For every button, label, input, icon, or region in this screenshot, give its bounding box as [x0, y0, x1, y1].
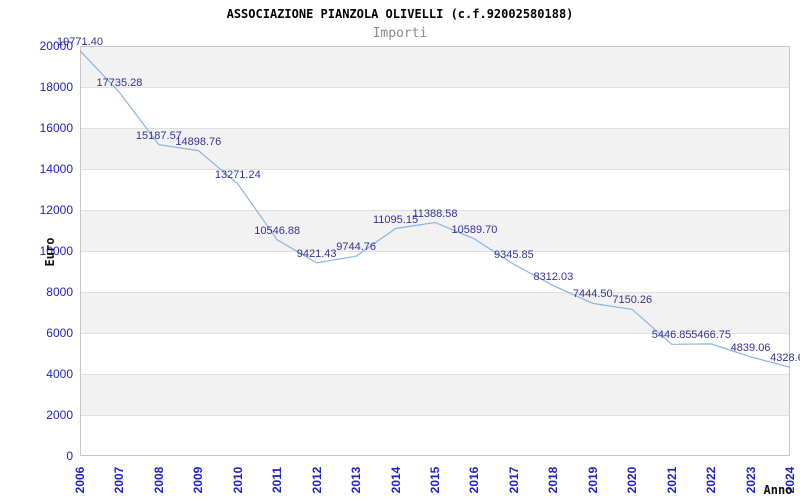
- data-point-label-2013: 9744.76: [336, 241, 376, 254]
- data-point-label-2023: 4839.06: [730, 341, 771, 354]
- y-axis-tick-label: 18000: [39, 80, 73, 94]
- x-axis-tick-label-2006: 2006: [73, 466, 87, 494]
- x-axis-tick-label-2019: 2019: [585, 466, 600, 494]
- data-point-label-2020: 7150.26: [612, 294, 653, 307]
- y-axis-tick-label: 20000: [39, 39, 73, 53]
- x-axis-tick-label-2010: 2010: [230, 466, 245, 494]
- x-axis-tick-label-2009: 2009: [191, 466, 206, 494]
- data-point-label-2014: 11095.15: [373, 213, 419, 226]
- data-point-label-2017: 9345.85: [493, 249, 534, 262]
- y-axis-tick-label: 6000: [46, 326, 73, 340]
- data-point-label-2012: 9421.43: [296, 247, 337, 260]
- y-axis-tick-label: 14000: [39, 162, 73, 176]
- data-point-label-2019: 7444.50: [572, 288, 613, 301]
- y-axis-tick-label: 2000: [46, 408, 73, 422]
- data-point-label-2024: 4328.66: [770, 352, 800, 365]
- y-axis-tick-label: 10000: [39, 244, 73, 258]
- x-axis-tick-label-2020: 2020: [625, 466, 640, 494]
- x-axis-tick-label-2012: 2012: [309, 466, 324, 494]
- x-axis-tick-label-2011: 2011: [270, 466, 285, 494]
- line-chart-canvas: [80, 46, 790, 456]
- x-axis-tick-label-2017: 2017: [506, 466, 521, 494]
- plot-area: [80, 46, 790, 456]
- x-axis-tick-label-2021: 2021: [664, 466, 679, 494]
- y-axis-tick-label: 16000: [39, 121, 73, 135]
- data-point-label-2011: 10546.88: [254, 224, 301, 237]
- chart-title: ASSOCIAZIONE PIANZOLA OLIVELLI (c.f.9200…: [226, 7, 574, 21]
- y-axis-tick-label: 0: [66, 449, 73, 463]
- x-axis-tick-label-2023: 2023: [743, 466, 758, 494]
- data-line-importi: [80, 50, 790, 368]
- x-axis-tick-label-2022: 2022: [704, 466, 719, 494]
- x-axis-tick-label-2014: 2014: [388, 466, 403, 494]
- chart-subtitle: Importi: [372, 26, 428, 41]
- x-axis-title: Anno: [763, 483, 793, 497]
- data-point-label-2008: 15187.57: [135, 129, 182, 142]
- y-axis-tick-label: 8000: [46, 285, 73, 299]
- x-axis-tick-label-2015: 2015: [428, 466, 442, 494]
- data-point-label-2018: 8312.03: [533, 270, 574, 283]
- x-axis-tick-label-2008: 2008: [151, 466, 166, 494]
- data-point-label-2007: 17735.28: [96, 77, 143, 90]
- y-axis-tick-label: 12000: [39, 203, 73, 217]
- y-axis-tick-label: 4000: [46, 367, 73, 381]
- plot-border: [80, 46, 790, 456]
- x-axis-tick-label-2018: 2018: [546, 466, 561, 494]
- y-axis-title: Euro: [43, 237, 57, 267]
- x-axis-tick-label-2013: 2013: [349, 466, 364, 494]
- data-point-label-2022: 5466.75: [691, 328, 731, 341]
- data-point-label-2006: 19771.40: [57, 35, 103, 48]
- data-point-label-2021: 5446.85: [651, 329, 692, 342]
- x-axis-tick-label-2007: 2007: [112, 466, 127, 494]
- data-point-label-2009: 14898.76: [175, 135, 222, 148]
- data-point-label-2010: 13271.24: [214, 168, 261, 181]
- data-point-label-2015: 11388.58: [412, 207, 458, 220]
- data-point-label-2016: 10589.70: [451, 223, 498, 236]
- x-axis-tick-label-2016: 2016: [467, 466, 482, 494]
